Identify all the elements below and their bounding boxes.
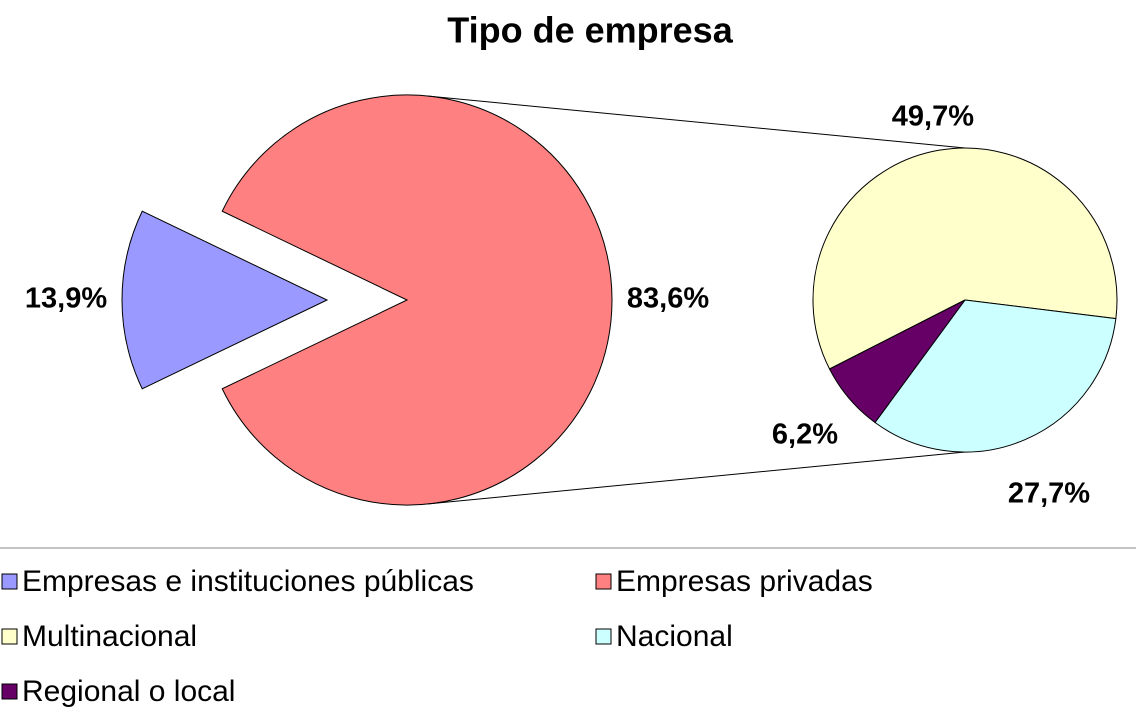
pie-slice	[221, 94, 613, 506]
legend-swatch	[1, 573, 18, 590]
pie-slice	[874, 299, 1117, 453]
legend-swatch	[1, 683, 18, 700]
chart-title: Tipo de empresa	[447, 10, 733, 51]
legend-swatch	[595, 573, 612, 590]
data-label: 49,7%	[892, 100, 974, 132]
legend-label: Empresas e instituciones públicas	[22, 565, 474, 598]
connector	[428, 451, 966, 505]
legend-label: Multinacional	[22, 620, 197, 653]
pie-slice	[828, 299, 966, 424]
pie-slice	[812, 147, 1118, 370]
data-label: 13,9%	[25, 283, 107, 315]
connector	[428, 95, 966, 149]
legend-label: Nacional	[616, 620, 733, 653]
legend-swatch	[595, 628, 612, 645]
legend-label: Regional o local	[22, 675, 235, 708]
data-label: 6,2%	[772, 419, 838, 451]
legend-swatch	[1, 628, 18, 645]
data-label: 83,6%	[627, 283, 709, 315]
legend-label: Empresas privadas	[616, 565, 873, 598]
data-label: 27,7%	[1008, 477, 1090, 509]
pie-slice	[121, 210, 329, 390]
